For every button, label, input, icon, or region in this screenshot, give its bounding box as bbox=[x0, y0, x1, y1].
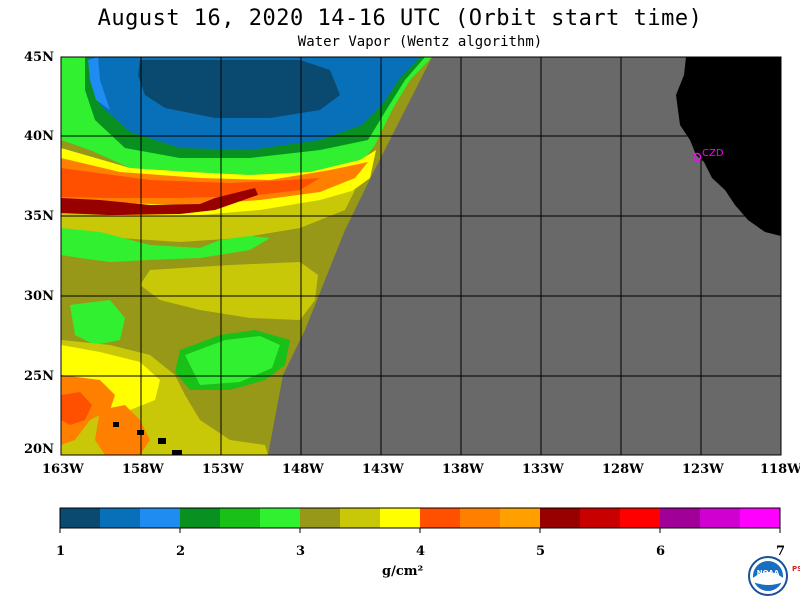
colorbar-units: g/cm² bbox=[382, 564, 424, 579]
lon-label: 118W bbox=[760, 462, 800, 477]
swath-maroon-core bbox=[61, 188, 258, 215]
map-frame bbox=[60, 56, 782, 456]
colorbar-tick: 5 bbox=[536, 544, 546, 559]
swath-light-blue-edge bbox=[88, 57, 110, 110]
lon-label: 163W bbox=[42, 462, 84, 477]
colorbar-swatch bbox=[740, 508, 781, 528]
lat-label: 40N bbox=[24, 129, 54, 144]
map-field bbox=[61, 57, 781, 455]
lat-label: 20N bbox=[24, 442, 54, 457]
station-label: CZD bbox=[702, 148, 724, 159]
colorbar-swatch bbox=[620, 508, 661, 528]
lat-lon-grid bbox=[60, 56, 782, 456]
colorbar-tick: 4 bbox=[416, 544, 426, 559]
colorbar-swatch bbox=[540, 508, 581, 528]
island-hawaii bbox=[172, 450, 182, 455]
swath-lightgreen-patch-3 bbox=[185, 336, 280, 385]
colorbar-swatch bbox=[460, 508, 501, 528]
colorbar bbox=[59, 507, 781, 533]
colorbar-swatch bbox=[580, 508, 621, 528]
noaa-logo-icon: NOAA bbox=[748, 556, 788, 596]
colorbar-swatch bbox=[260, 508, 301, 528]
colorbar-tick: 2 bbox=[176, 544, 186, 559]
lat-label: 25N bbox=[24, 369, 54, 384]
colorbar-swatch bbox=[140, 508, 181, 528]
swath-yellow-patch bbox=[140, 262, 318, 320]
lon-label: 133W bbox=[522, 462, 564, 477]
logo-text: NOAA bbox=[757, 569, 780, 577]
colorbar-swatch bbox=[340, 508, 381, 528]
island-kauai bbox=[113, 422, 119, 427]
lon-label: 143W bbox=[362, 462, 404, 477]
lon-label: 148W bbox=[282, 462, 324, 477]
colorbar-swatch bbox=[420, 508, 461, 528]
swath-green-patch-1 bbox=[61, 228, 270, 262]
island-maui bbox=[158, 438, 166, 444]
colorbar-swatch bbox=[220, 508, 261, 528]
lon-label: 138W bbox=[442, 462, 484, 477]
colorbar-tick: 6 bbox=[656, 544, 666, 559]
colorbar-tick: 7 bbox=[776, 544, 786, 559]
map-subtitle: Water Vapor (Wentz algorithm) bbox=[297, 34, 543, 50]
colorbar-swatch bbox=[500, 508, 541, 528]
station-marker bbox=[692, 152, 702, 162]
swath-dark-blue bbox=[138, 60, 340, 118]
lon-label: 153W bbox=[202, 462, 244, 477]
colorbar-tick: 3 bbox=[296, 544, 306, 559]
lon-label: 123W bbox=[682, 462, 724, 477]
swath-green-patch-2 bbox=[70, 300, 125, 345]
colorbar-swatch bbox=[380, 508, 421, 528]
land-north-america bbox=[676, 57, 781, 236]
lat-label: 30N bbox=[24, 289, 54, 304]
swath-darkorange-south bbox=[61, 392, 92, 425]
colorbar-swatch bbox=[660, 508, 701, 528]
colorbar-swatch bbox=[300, 508, 341, 528]
psl-logo-text: PSL bbox=[792, 565, 800, 573]
colorbar-swatch bbox=[100, 508, 141, 528]
colorbar-tick: 1 bbox=[56, 544, 66, 559]
colorbar-swatch bbox=[60, 508, 101, 528]
colorbar-swatch bbox=[700, 508, 741, 528]
map-title: August 16, 2020 14-16 UTC (Orbit start t… bbox=[97, 6, 703, 31]
swath-orange-south-2 bbox=[95, 405, 150, 455]
lon-label: 158W bbox=[122, 462, 164, 477]
colorbar-swatch bbox=[180, 508, 221, 528]
lat-label: 45N bbox=[24, 50, 54, 65]
lat-label: 35N bbox=[24, 209, 54, 224]
lon-label: 128W bbox=[602, 462, 644, 477]
